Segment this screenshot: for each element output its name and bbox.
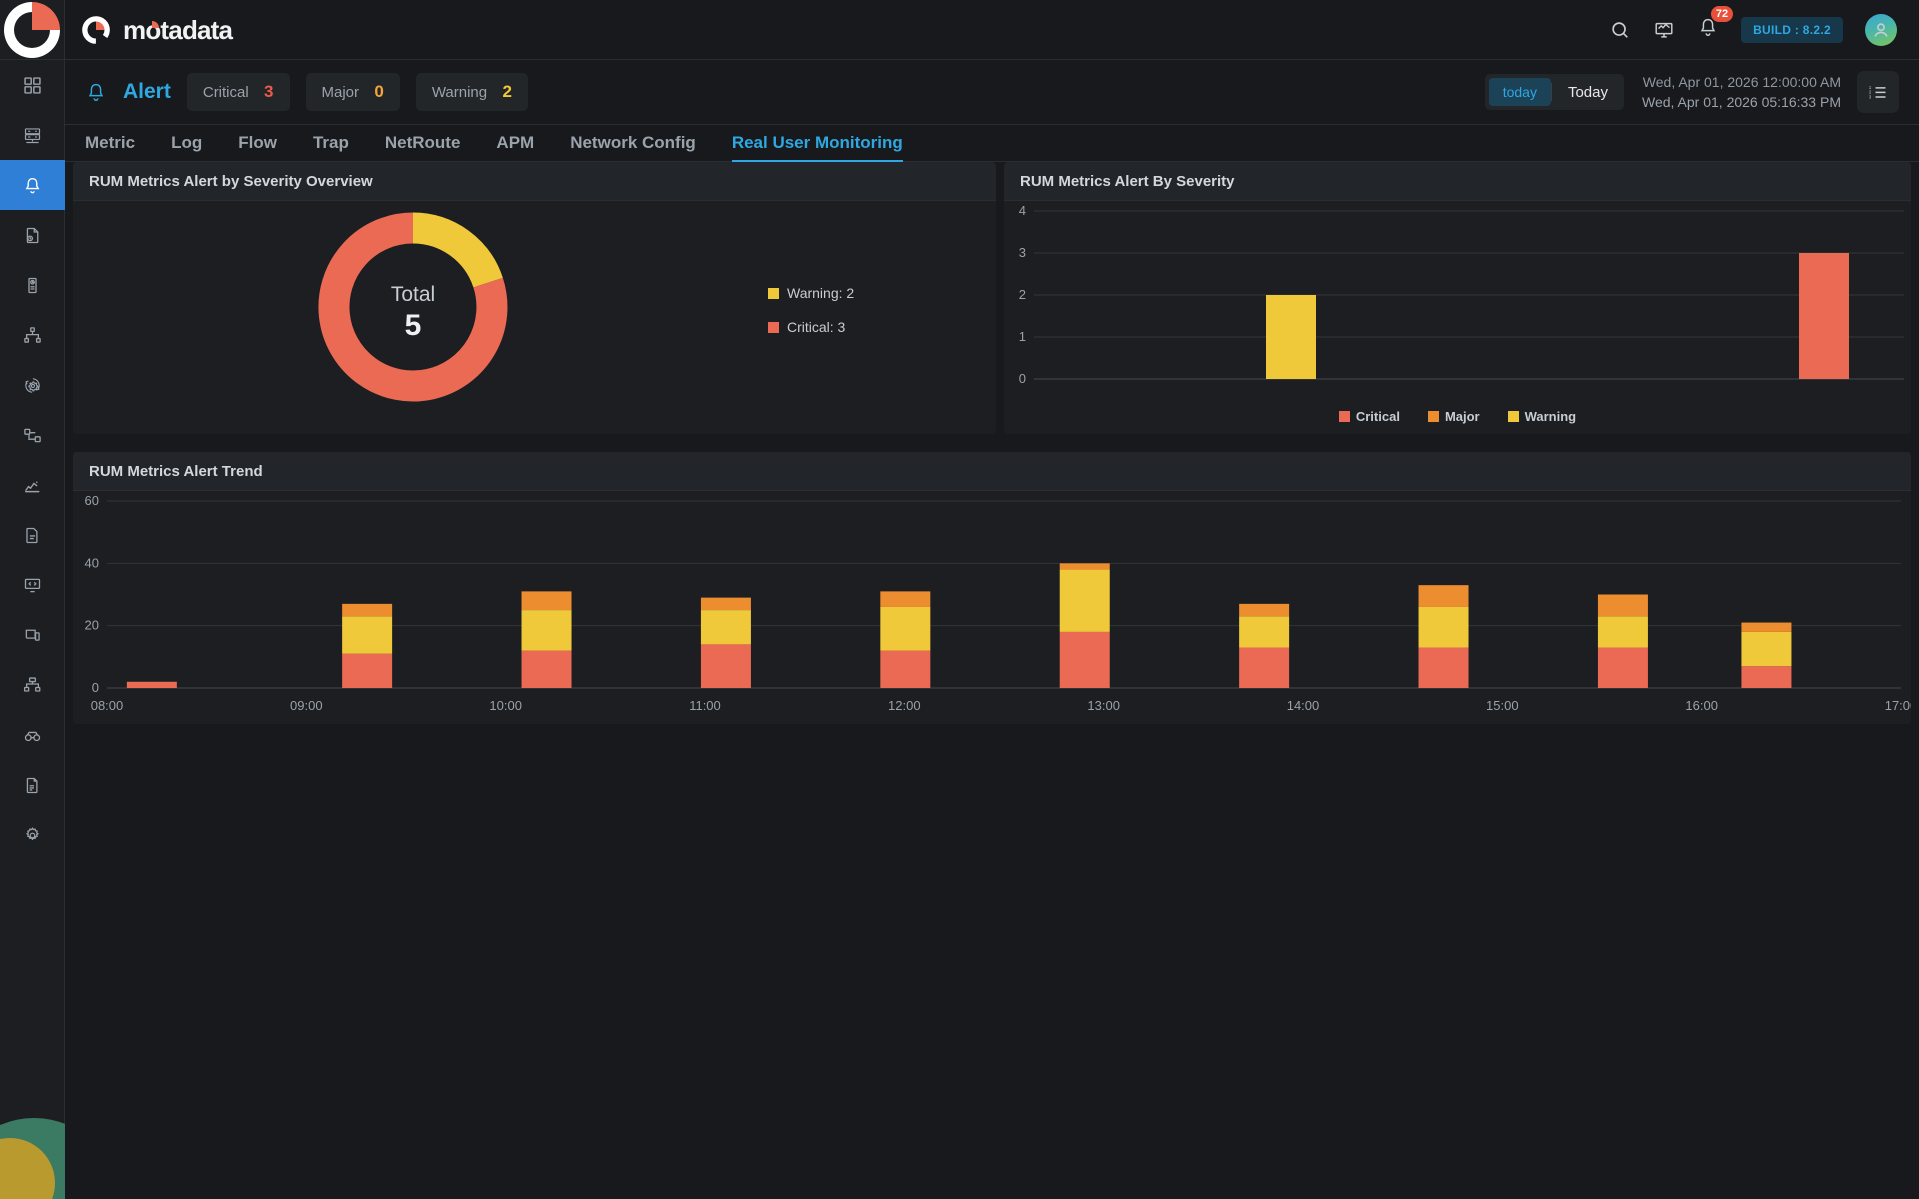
svg-text:Total: Total <box>391 283 435 306</box>
svg-text:14:00: 14:00 <box>1287 698 1320 713</box>
svg-text:2: 2 <box>1019 287 1026 302</box>
svg-text:10:00: 10:00 <box>489 698 522 713</box>
svg-text:4: 4 <box>1019 203 1026 218</box>
svg-text:1: 1 <box>1019 329 1026 344</box>
svg-text:12:00: 12:00 <box>888 698 921 713</box>
svg-text:09:00: 09:00 <box>290 698 323 713</box>
svg-text:08:00: 08:00 <box>91 698 124 713</box>
svg-text:0: 0 <box>92 680 99 695</box>
svg-text:11:00: 11:00 <box>689 698 721 713</box>
svg-text:15:00: 15:00 <box>1486 698 1519 713</box>
svg-text:5: 5 <box>405 309 422 342</box>
svg-text:20: 20 <box>85 618 99 633</box>
svg-text:17:00: 17:00 <box>1885 698 1911 713</box>
svg-text:0: 0 <box>1019 371 1026 386</box>
svg-text:40: 40 <box>85 555 99 570</box>
svg-text:3: 3 <box>1869 94 1872 99</box>
svg-text:3: 3 <box>1019 245 1026 260</box>
svg-text:16:00: 16:00 <box>1685 698 1718 713</box>
svg-text:13:00: 13:00 <box>1087 698 1120 713</box>
svg-text:60: 60 <box>85 493 99 508</box>
